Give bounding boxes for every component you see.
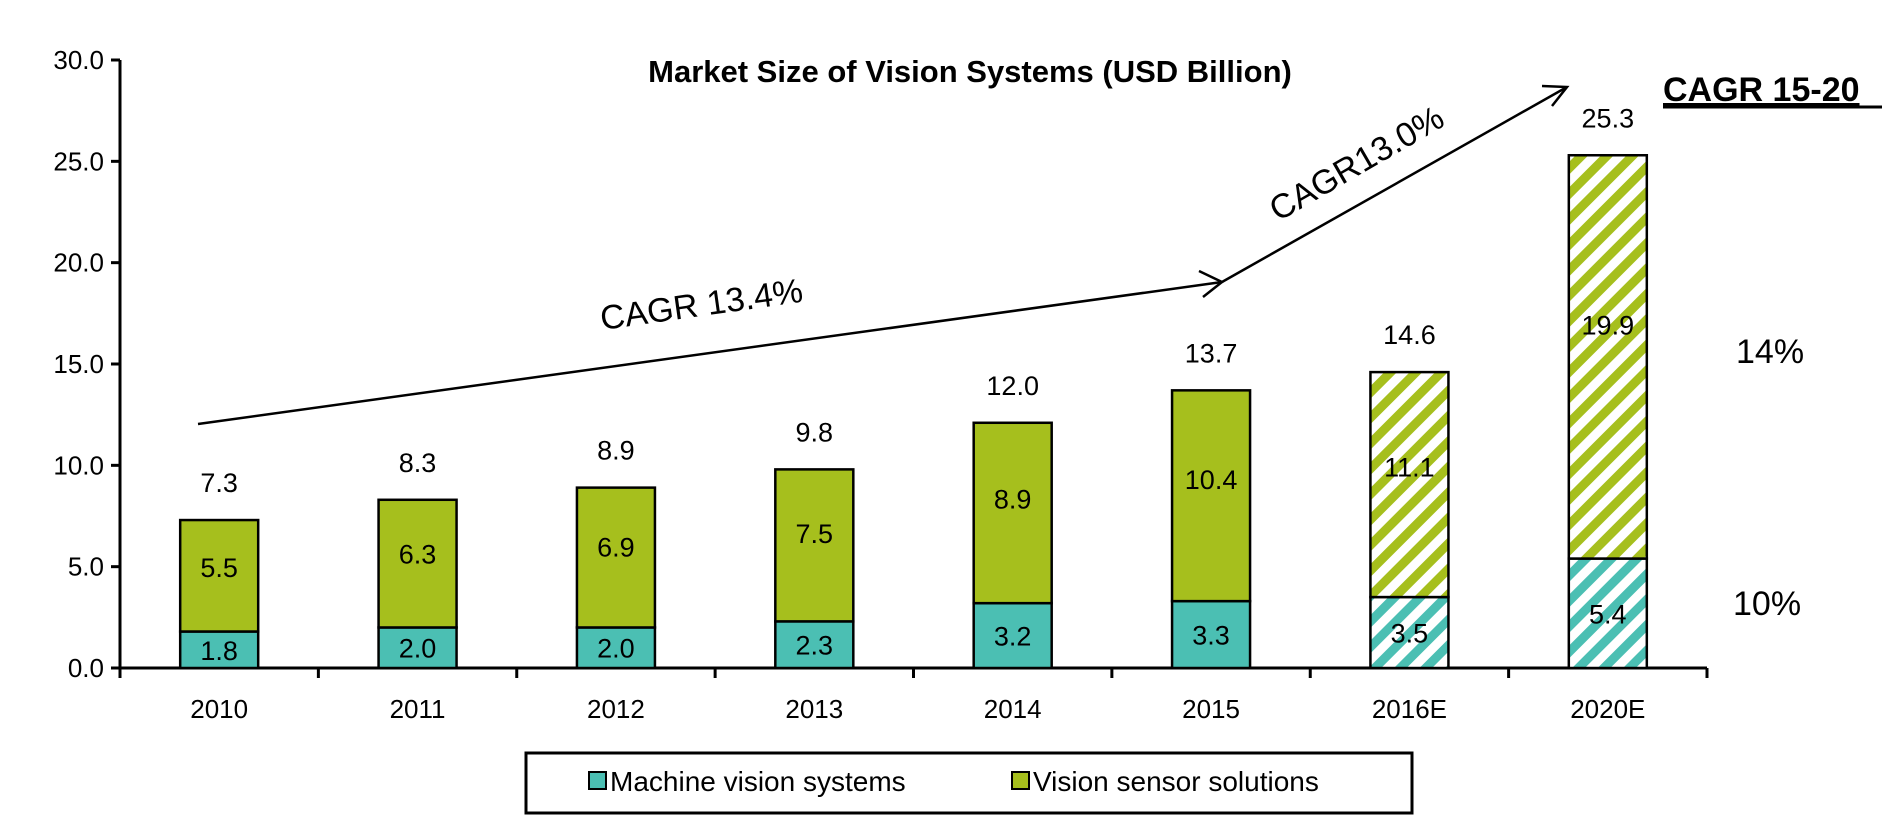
x-tick-label: 2020E (1570, 694, 1645, 724)
x-tick-label: 2016E (1372, 694, 1447, 724)
segment-label: 2.0 (399, 634, 437, 664)
bar-vision-sensor-2010 (178, 518, 260, 633)
x-tick-label: 2014 (984, 694, 1042, 724)
y-tick-label: 30.0 (53, 45, 104, 75)
segment-label: 8.9 (994, 485, 1032, 515)
x-tick-label: 2010 (190, 694, 248, 724)
total-label: 8.9 (597, 436, 635, 466)
segment-label: 1.8 (200, 636, 238, 666)
bar-machine-vision-2015 (1170, 599, 1252, 670)
cagr-machine-vision: 10% (1733, 585, 1801, 623)
total-label: 25.3 (1582, 103, 1635, 133)
y-tick-label: 5.0 (68, 552, 104, 582)
cagr-heading: CAGR 15-20 (1663, 71, 1860, 109)
total-label: 8.3 (399, 448, 437, 478)
bar-vision-sensor-2020E (1567, 154, 1649, 560)
segment-label: 5.5 (200, 553, 238, 583)
cagr-annotation-2015-2020: CAGR13.0% (1263, 99, 1451, 229)
bar-machine-vision-2012 (575, 626, 657, 670)
segment-label: 11.1 (1384, 453, 1435, 483)
x-axis: 2010 2011 2012 2013 2014 2015 2016E 2020E (118, 666, 1709, 724)
segment-label: 10.4 (1185, 465, 1238, 495)
x-tick-label: 2012 (587, 694, 645, 724)
segment-value-labels: 1.8 5.5 2.0 6.3 2.0 6.9 2.3 7.5 3.2 8.9 3.3 10.4 3.5… (200, 311, 1634, 666)
x-tick-label: 2011 (390, 694, 446, 724)
total-label: 12.0 (986, 371, 1039, 401)
segment-label: 3.3 (1192, 621, 1230, 651)
x-tick-label: 2013 (785, 694, 843, 724)
legend-label-vision-sensor: Vision sensor solutions (1033, 766, 1319, 797)
total-value-labels: 7.3 8.3 8.9 9.8 12.0 13.7 14.6 25.3 (200, 103, 1634, 498)
bar-vision-sensor-2013 (774, 468, 855, 623)
segment-label: 7.5 (796, 519, 834, 549)
bar-vision-sensor-2012 (575, 486, 657, 629)
segment-label: 2.0 (597, 634, 635, 664)
segment-label: 3.5 (1391, 619, 1429, 649)
bar-vision-sensor-2016E (1369, 370, 1450, 599)
total-label: 14.6 (1383, 320, 1436, 350)
segment-label: 19.9 (1582, 311, 1635, 341)
chart-title: Market Size of Vision Systems (USD Billi… (648, 54, 1292, 89)
cagr-arrow-1: CAGR 13.4% (197, 269, 1225, 426)
bar-vision-sensor-2014 (972, 421, 1053, 605)
y-tick-label: 20.0 (53, 248, 104, 278)
cagr-annotation-2010-2015: CAGR 13.4% (598, 272, 805, 338)
y-axis: 0.0 5.0 10.0 15.0 20.0 25.0 30.0 (53, 45, 122, 683)
y-tick-labels: 0.0 5.0 10.0 15.0 20.0 25.0 30.0 (53, 45, 120, 683)
bar-machine-vision-2016E (1369, 595, 1450, 670)
bar-vision-sensor-2015 (1170, 389, 1252, 603)
segment-label: 6.3 (399, 539, 437, 569)
cagr-arrow-2: CAGR13.0% (1221, 84, 1570, 284)
y-tick-label: 0.0 (68, 653, 104, 683)
y-tick-label: 10.0 (53, 450, 104, 480)
segment-label: 6.9 (597, 532, 635, 562)
segment-label: 2.3 (796, 631, 834, 661)
total-label: 13.7 (1185, 338, 1238, 368)
segment-label: 5.4 (1589, 599, 1627, 629)
bar-segments (178, 154, 1649, 670)
x-tick-label: 2015 (1182, 694, 1240, 724)
total-label: 7.3 (200, 468, 238, 498)
total-label: 9.8 (796, 417, 834, 447)
x-tick-labels: 2010 2011 2012 2013 2014 2015 2016E 2020E (118, 668, 1709, 724)
bar-machine-vision-2014 (972, 601, 1053, 670)
y-tick-label: 15.0 (53, 349, 104, 379)
legend-label-machine-vision: Machine vision systems (610, 766, 906, 797)
bar-vision-sensor-2011 (377, 498, 458, 629)
cagr-side-table: CAGR 15-20 14% 10% (1663, 71, 1882, 623)
y-tick-label: 25.0 (53, 146, 104, 176)
bar-machine-vision-2013 (774, 620, 855, 670)
legend: Machine vision systems Vision sensor sol… (524, 751, 1414, 815)
legend-swatch-machine-vision (588, 771, 607, 790)
segment-label: 3.2 (994, 622, 1032, 652)
legend-swatch-vision-sensor (1011, 771, 1030, 790)
bar-machine-vision-2020E (1567, 557, 1649, 670)
cagr-vision-sensor: 14% (1736, 333, 1804, 371)
